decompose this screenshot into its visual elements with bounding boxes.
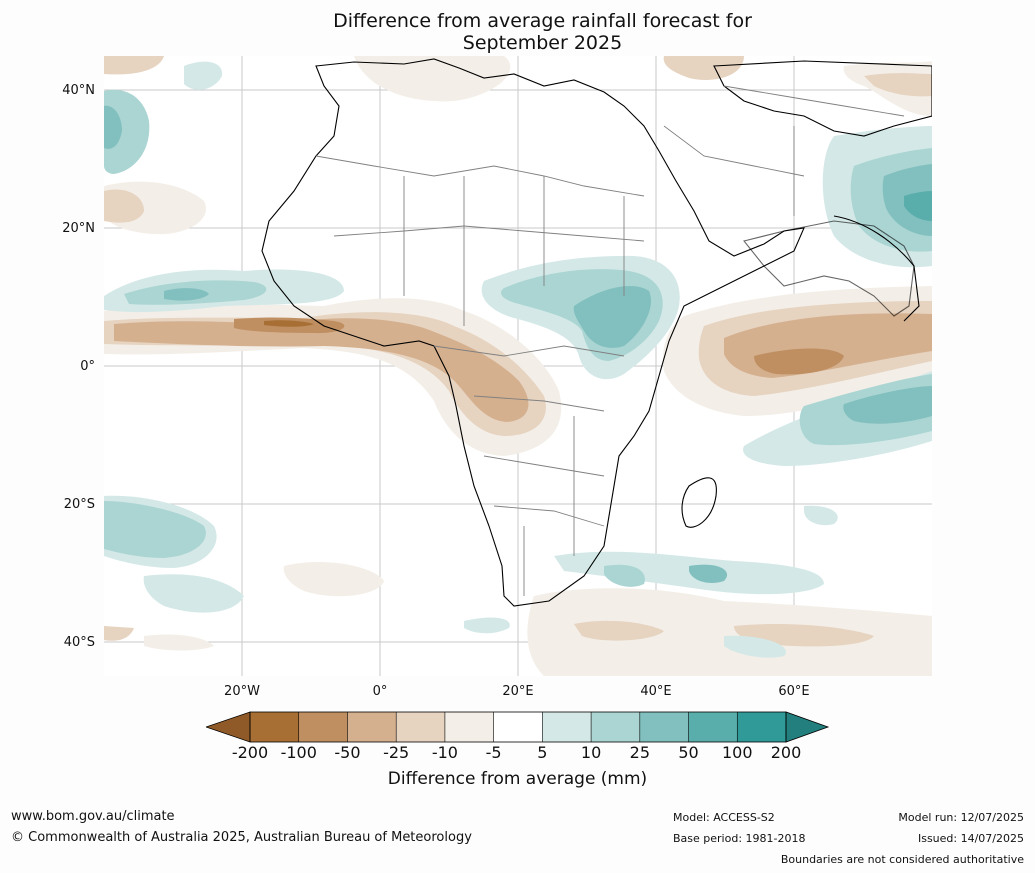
colorbar-over-arrow: [785, 711, 830, 743]
footer-url: www.bom.gov.au/climate: [11, 809, 175, 824]
footer-boundaries: Boundaries are not considered authoritat…: [780, 853, 1024, 866]
lon-label-40e: 40°E: [640, 684, 672, 699]
colorbar-cell: [639, 712, 690, 742]
colorbar-cell: [396, 712, 446, 742]
footer-model-run: Model run: 12/07/2025: [898, 811, 1024, 824]
lon-label-20e: 20°E: [502, 684, 534, 699]
coastlines: [261, 58, 932, 607]
colorbar-frame: [249, 711, 787, 743]
colorbar-tick-label: 25: [629, 743, 650, 762]
colorbar-tick-label: 200: [770, 743, 802, 762]
lon-label-20w: 20°W: [224, 684, 260, 699]
colorbar-cell: [493, 712, 543, 742]
colorbar-tick-label: 5: [537, 743, 548, 762]
title-line-1: Difference from average rainfall forecas…: [333, 10, 752, 32]
colorbar-tick-label: 100: [721, 743, 753, 762]
colorbar-cell: [250, 712, 300, 742]
colorbar-cell: [298, 712, 348, 742]
colorbar-tick-label: -25: [383, 743, 410, 762]
colorbar-cells: [250, 712, 787, 742]
colorbar-tick-label: -5: [485, 743, 502, 762]
colorbar-cell: [688, 712, 738, 742]
lat-label-0: 0°: [80, 359, 95, 374]
lon-label-60e: 60°E: [778, 684, 810, 699]
colorbar-tick-label: -100: [280, 743, 317, 762]
footer-model: Model: ACCESS-S2: [673, 811, 775, 824]
colorbar-tick-label: 10: [580, 743, 602, 762]
forecast-map: [104, 56, 932, 676]
colorbar-tick-label: -200: [231, 743, 269, 762]
lat-label-20n: 20°N: [62, 221, 95, 236]
lat-label-20s: 20°S: [63, 497, 95, 512]
colorbar-cell: [444, 712, 495, 742]
colorbar-tick-label: -10: [431, 743, 458, 762]
country-borders: [315, 85, 905, 596]
colorbar-title: Difference from average (mm): [387, 769, 648, 789]
footer-copyright: © Commonwealth of Australia 2025, Austra…: [11, 830, 472, 845]
colorbar-cell: [591, 712, 641, 742]
colorbar-cell: [347, 712, 397, 742]
colorbar-cell: [542, 712, 592, 742]
footer-base-period: Base period: 1981-2018: [673, 832, 806, 845]
colorbar-tick-label: -50: [334, 743, 361, 762]
map-canvas: [104, 56, 932, 676]
lat-label-40n: 40°N: [62, 83, 95, 98]
map-title: Difference from average rainfall forecas…: [0, 10, 1035, 54]
colorbar: [206, 711, 830, 743]
colorbar-tick-label: 50: [678, 743, 699, 762]
colorbar-under-arrow: [206, 711, 251, 743]
colorbar-cell: [737, 712, 787, 742]
wet-anomaly-regions: [104, 61, 932, 658]
title-line-2: September 2025: [462, 32, 623, 54]
lat-label-40s: 40°S: [63, 635, 95, 650]
lon-label-0: 0°: [372, 684, 388, 699]
footer-issued: Issued: 14/07/2025: [917, 832, 1024, 845]
